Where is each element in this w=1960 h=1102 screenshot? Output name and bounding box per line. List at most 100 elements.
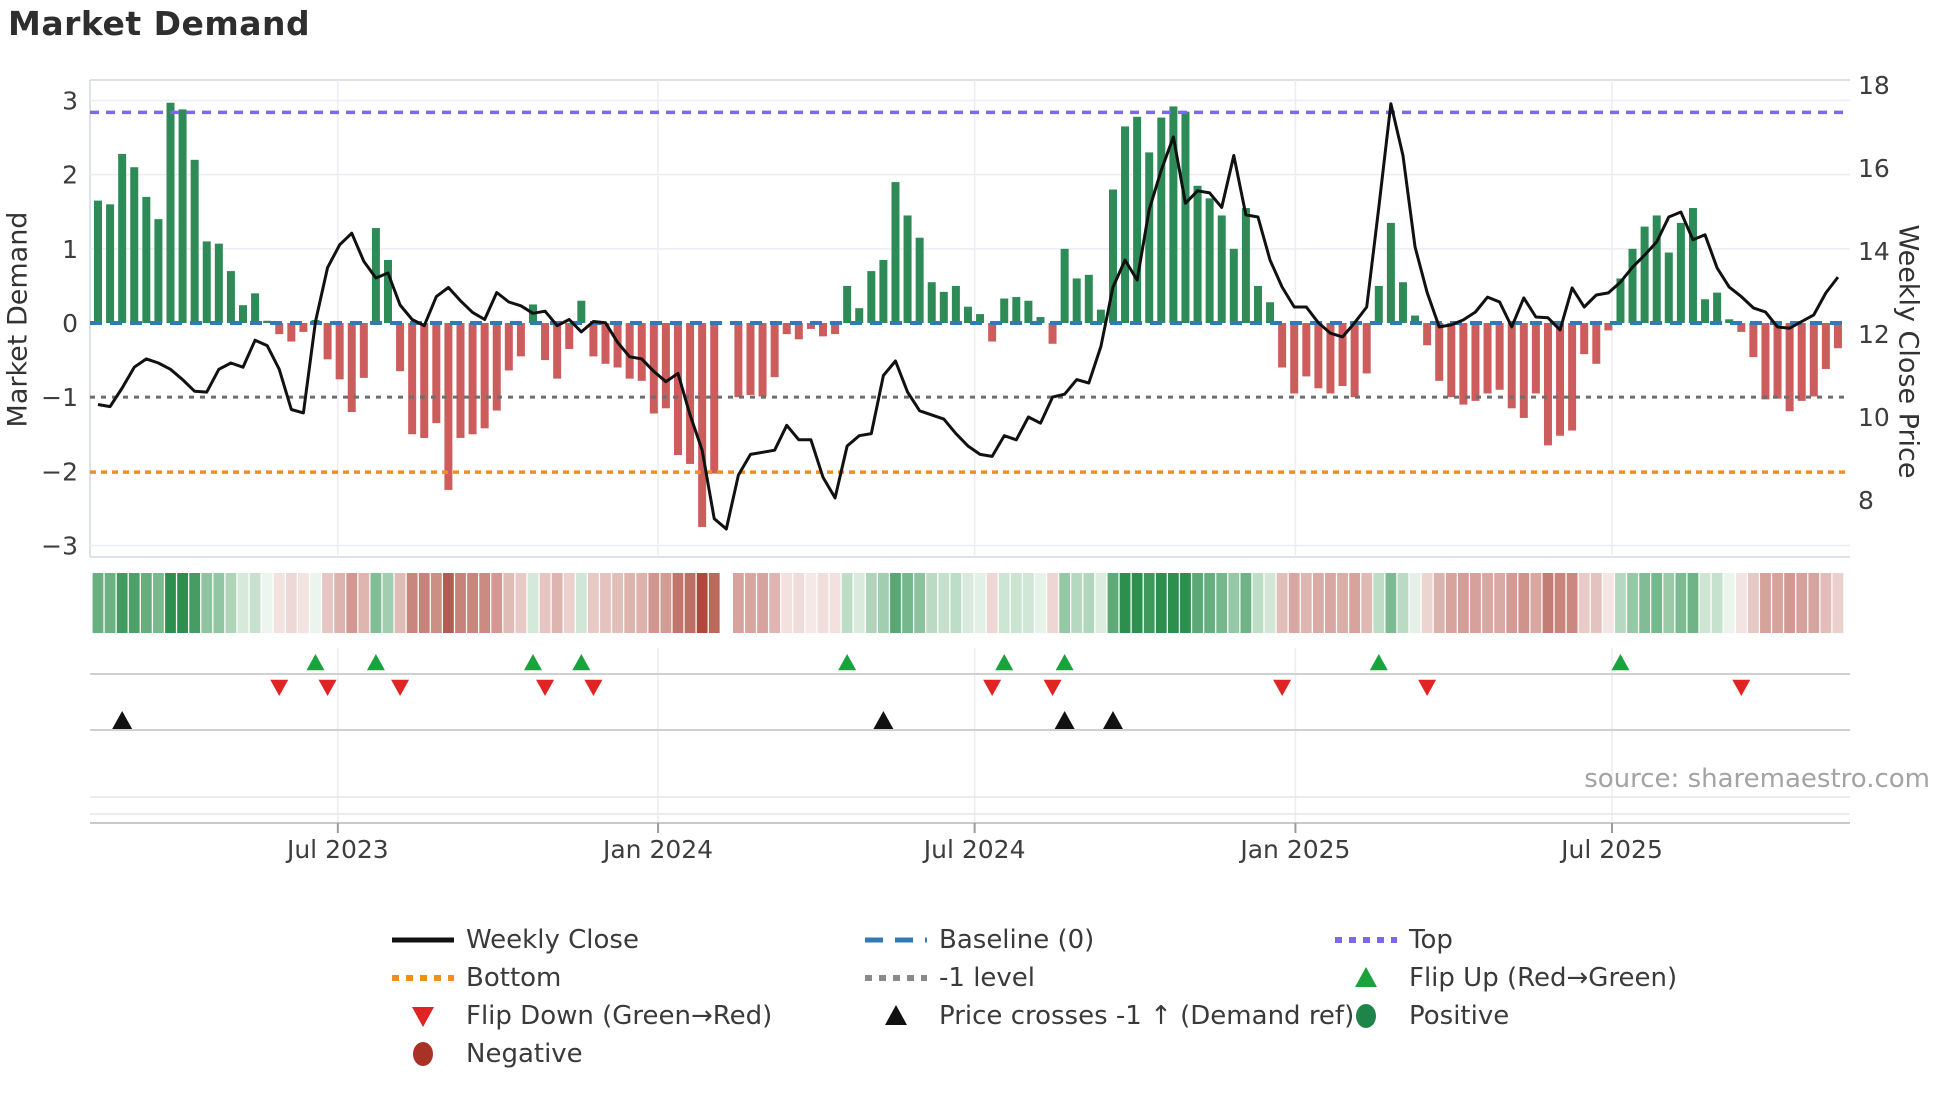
- demand-bar-week-73: [976, 314, 985, 323]
- heatmap-cell-week-92: [1204, 573, 1216, 633]
- heatmap-cell-week-94: [1228, 573, 1240, 633]
- heatmap-cell-week-143: [1820, 573, 1832, 633]
- demand-bar-week-135: [1725, 319, 1734, 323]
- heatmap-cell-week-127: [1627, 573, 1638, 633]
- demand-bar-week-37: [541, 323, 550, 361]
- heatmap-cell-week-46: [648, 573, 660, 633]
- heatmap-cell-week-70: [938, 573, 950, 633]
- demand-bar-week-20: [335, 323, 344, 380]
- heatmap-cell-week-89: [1167, 573, 1179, 633]
- heatmap-cell-week-115: [1482, 573, 1493, 633]
- demand-bar-week-88: [1157, 117, 1166, 323]
- heatmap-cell-week-79: [1047, 573, 1058, 633]
- heatmap-cell-week-138: [1760, 573, 1771, 633]
- demand-bar-week-133: [1701, 299, 1710, 323]
- heatmap-cell-week-9: [201, 573, 213, 633]
- demand-bar-week-41: [589, 323, 598, 357]
- demand-bar-week-30: [456, 323, 465, 438]
- heatmap-cell-week-32: [479, 573, 491, 633]
- heatmap-cell-week-104: [1349, 573, 1361, 633]
- demand-bar-week-107: [1386, 222, 1395, 323]
- heatmap-cell-week-36: [527, 573, 539, 633]
- demand-bar-week-25: [396, 323, 405, 372]
- heatmap-cell-week-128: [1639, 573, 1651, 633]
- heatmap-cell-week-20: [334, 573, 346, 633]
- demand-bar-week-126: [1616, 278, 1625, 323]
- weekly-close-line: [97, 102, 1840, 531]
- heatmap-cell-week-120: [1542, 573, 1554, 633]
- demand-bar-week-27: [420, 323, 429, 438]
- demand-bar-week-98: [1278, 323, 1287, 368]
- price-cross-marker-week-65: [873, 711, 894, 729]
- demand-bar-week-5: [154, 219, 163, 323]
- demand-bar-week-61: [831, 323, 840, 335]
- heatmap-cell-week-134: [1711, 573, 1723, 633]
- heatmap-cell-week-3: [128, 573, 140, 633]
- demand-bar-week-58: [794, 323, 803, 340]
- demand-bar-week-91: [1193, 185, 1202, 323]
- flip-down-marker-week-74: [983, 679, 1002, 696]
- heatmap-cell-week-19: [322, 573, 333, 633]
- x-tick-label-Jul 2023: Jul 2023: [285, 835, 389, 864]
- demand-bar-week-48: [673, 323, 682, 456]
- demand-bar-week-124: [1592, 323, 1601, 364]
- demand-bar-week-128: [1640, 226, 1649, 323]
- heatmap-cell-week-73: [974, 573, 986, 633]
- heatmap-cell-week-76: [1010, 573, 1022, 633]
- heatmap-cell-week-80: [1059, 573, 1071, 633]
- heatmap-cell-week-97: [1264, 573, 1276, 633]
- demand-bar-week-131: [1676, 222, 1685, 323]
- demand-bar-week-66: [891, 182, 900, 323]
- demand-bar-week-67: [903, 215, 912, 323]
- heatmap-cell-week-110: [1421, 573, 1433, 633]
- heatmap-cell-week-17: [298, 573, 309, 633]
- heatmap-cell-week-41: [588, 573, 599, 633]
- demand-bar-week-115: [1483, 323, 1492, 394]
- demand-bar-week-83: [1096, 309, 1105, 323]
- demand-bar-week-40: [577, 300, 586, 323]
- demand-bar-week-14: [263, 320, 272, 323]
- demand-bar-week-8: [190, 159, 199, 323]
- flip-up-marker-week-75: [995, 654, 1014, 671]
- demand-bar-week-74: [988, 323, 997, 342]
- demand-bar-week-22: [359, 323, 368, 378]
- demand-bar-week-12: [238, 305, 247, 323]
- demand-bar-week-29: [444, 323, 453, 490]
- heatmap-cell-week-124: [1590, 573, 1602, 633]
- demand-bar-week-105: [1362, 323, 1371, 374]
- demand-bar-week-130: [1664, 252, 1673, 323]
- y-right-tick-16: 16: [1858, 154, 1890, 183]
- flip-up-marker-week-36: [523, 654, 542, 671]
- heatmap-cell-week-2: [116, 573, 128, 633]
- demand-bar-week-129: [1652, 215, 1661, 323]
- heatmap-cell-week-107: [1385, 573, 1397, 633]
- demand-bar-week-100: [1302, 323, 1311, 377]
- heatmap-cell-week-61: [829, 573, 841, 633]
- heatmap-cell-week-63: [853, 573, 865, 633]
- heatmap-cell-week-125: [1602, 573, 1614, 633]
- demand-bar-week-84: [1108, 189, 1117, 323]
- heatmap-cell-week-126: [1615, 573, 1626, 633]
- heatmap-cell-week-22: [358, 573, 370, 633]
- demand-bar-week-65: [879, 259, 888, 323]
- heatmap-cell-week-64: [865, 573, 877, 633]
- heatmap-cell-week-27: [418, 573, 430, 633]
- x-tick-label-Jul 2024: Jul 2024: [922, 835, 1026, 864]
- demand-bar-week-142: [1809, 323, 1818, 397]
- heatmap-cell-week-95: [1240, 573, 1252, 633]
- demand-bar-week-64: [867, 271, 876, 323]
- heatmap-cell-week-113: [1457, 573, 1469, 633]
- demand-bar-week-59: [806, 323, 815, 329]
- heatmap-cell-week-103: [1337, 573, 1348, 633]
- demand-bar-week-114: [1471, 323, 1480, 401]
- demand-bar-week-106: [1374, 285, 1383, 323]
- demand-bar-week-80: [1060, 248, 1069, 323]
- demand-bar-week-109: [1411, 315, 1420, 323]
- heatmap-cell-week-21: [346, 573, 358, 633]
- demand-bar-week-110: [1423, 323, 1432, 346]
- demand-bar-week-32: [480, 323, 489, 429]
- heatmap-cell-week-87: [1143, 573, 1155, 633]
- heatmap-cell-week-15: [273, 573, 285, 633]
- demand-bar-week-121: [1556, 323, 1565, 436]
- flip-up-marker-week-62: [838, 654, 857, 671]
